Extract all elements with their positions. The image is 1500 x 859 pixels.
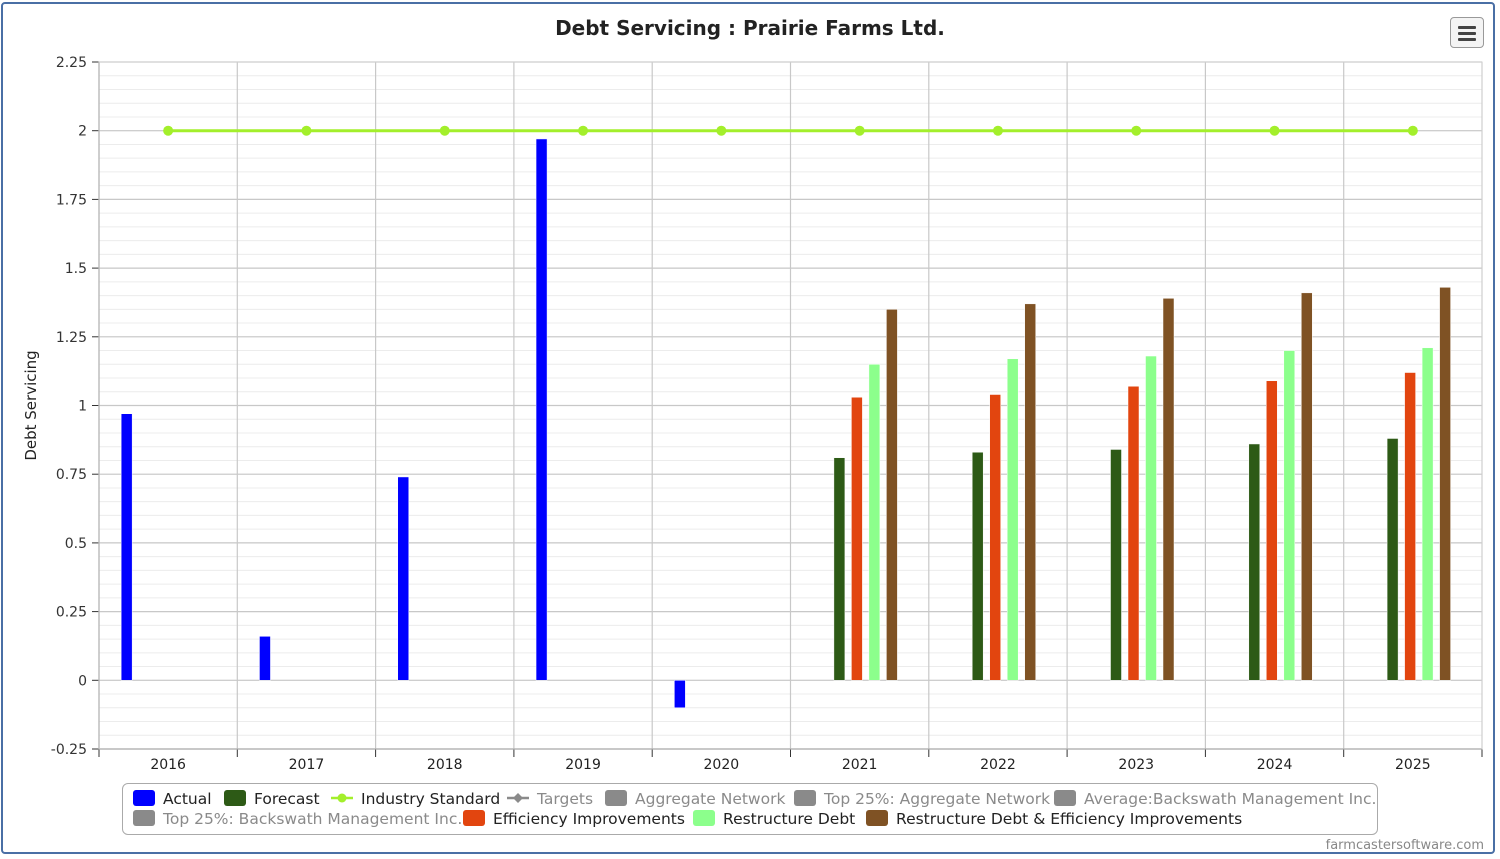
y-tick-label: -0.25 <box>51 742 87 758</box>
bar-restructure-debt-efficiency-improvements <box>1162 298 1175 681</box>
legend-swatch <box>1054 790 1076 806</box>
chart-title: Debt Servicing : Prairie Farms Ltd. <box>555 16 945 40</box>
industry-standard-point <box>1131 125 1142 136</box>
industry-standard-point <box>854 125 865 136</box>
bar-actual <box>674 680 686 709</box>
bar-restructure-debt <box>1283 350 1296 681</box>
legend-item-targets[interactable]: Targets <box>507 790 593 808</box>
legend-item-efficiency-improvements[interactable]: Efficiency Improvements <box>463 810 685 828</box>
legend-item-restructure-debt-efficiency[interactable]: Restructure Debt & Efficiency Improvemen… <box>866 810 1242 828</box>
legend-label: Actual <box>163 790 212 808</box>
y-tick-label: 0.25 <box>56 605 87 621</box>
legend-item-top25-backswath[interactable]: Top 25%: Backswath Management Inc. <box>133 810 462 828</box>
legend-swatch <box>794 790 816 806</box>
x-tick-label: 2016 <box>150 757 186 773</box>
x-tick-label: 2025 <box>1395 757 1431 773</box>
bar-restructure-debt-efficiency-improvements <box>1301 292 1313 681</box>
legend-item-average-backswath[interactable]: Average:Backswath Management Inc. <box>1054 790 1376 808</box>
legend-swatch <box>133 790 155 806</box>
bar-restructure-debt-efficiency-improvements <box>886 309 898 681</box>
y-tick-label: 0 <box>78 673 87 689</box>
x-tick-label: 2019 <box>565 757 601 773</box>
industry-standard-point <box>301 125 312 136</box>
bar-actual <box>120 413 133 681</box>
legend-label: Efficiency Improvements <box>493 810 685 828</box>
bar-actual <box>259 636 271 681</box>
legend-label: Industry Standard <box>361 790 501 808</box>
x-tick-label: 2017 <box>289 757 325 773</box>
legend-label: Top 25%: Aggregate Network <box>824 790 1051 808</box>
x-tick-label: 2020 <box>704 757 740 773</box>
bar-forecast <box>833 457 846 681</box>
plot-border <box>98 61 1483 750</box>
legend-item-restructure-debt[interactable]: Restructure Debt <box>693 810 855 828</box>
bar-efficiency-improvements <box>851 397 863 681</box>
industry-standard-point <box>1407 125 1418 136</box>
legend-swatch <box>133 810 155 826</box>
legend-label: Forecast <box>254 790 320 808</box>
bar-forecast <box>1386 438 1399 681</box>
x-tick-label: 2023 <box>1118 757 1154 773</box>
bar-restructure-debt <box>868 364 881 681</box>
legend-item-aggregate-network[interactable]: Aggregate Network <box>605 790 785 808</box>
credit-link[interactable]: farmcastersoftware.com <box>1325 838 1484 853</box>
y-tick-label: 1.25 <box>56 330 87 346</box>
bar-efficiency-improvements <box>1127 386 1140 681</box>
bar-restructure-debt-efficiency-improvements <box>1439 287 1451 681</box>
bar-forecast <box>971 451 984 681</box>
industry-standard-point <box>992 125 1003 136</box>
y-tick-label: 2.25 <box>56 55 87 71</box>
legend-swatch <box>866 810 888 826</box>
bar-restructure-debt <box>1145 355 1157 681</box>
y-tick-label: 1.75 <box>56 192 87 208</box>
legend-swatch <box>224 790 246 806</box>
y-axis-label: Debt Servicing <box>22 350 40 460</box>
bar-actual <box>535 138 548 681</box>
hamburger-menu-icon[interactable] <box>1450 17 1484 48</box>
industry-standard-point <box>1269 125 1280 136</box>
legend-item-actual[interactable]: Actual <box>133 790 212 808</box>
x-tick-label: 2024 <box>1257 757 1293 773</box>
y-tick-label: 2 <box>78 124 87 140</box>
industry-standard-point <box>439 125 450 136</box>
legend-label: Aggregate Network <box>635 790 786 808</box>
x-tick-label: 2022 <box>980 757 1016 773</box>
y-tick-label: 1.5 <box>65 261 87 277</box>
y-tick-label: 1 <box>78 399 87 415</box>
bar-restructure-debt-efficiency-improvements <box>1024 303 1036 681</box>
x-tick-label: 2021 <box>842 757 878 773</box>
bar-restructure-debt <box>1421 347 1434 681</box>
y-tick-label: 0.75 <box>56 467 87 483</box>
legend-item-forecast[interactable]: Forecast <box>224 790 320 808</box>
legend-label: Top 25%: Backswath Management Inc. <box>163 810 463 828</box>
bar-forecast <box>1248 443 1261 681</box>
line-dot-icon <box>331 790 353 806</box>
legend-item-top25-aggregate-network[interactable]: Top 25%: Aggregate Network <box>794 790 1050 808</box>
legend-label: Average:Backswath Management Inc. <box>1084 790 1377 808</box>
bar-forecast <box>1110 449 1122 681</box>
x-tick-label: 2018 <box>427 757 463 773</box>
legend-item-industry-standard[interactable]: Industry Standard <box>331 790 500 808</box>
legend-label: Restructure Debt <box>723 810 856 828</box>
bar-efficiency-improvements <box>1404 372 1416 681</box>
bar-restructure-debt <box>1006 358 1019 681</box>
bar-efficiency-improvements <box>989 394 1001 681</box>
legend-swatch <box>463 810 485 826</box>
legend-label: Targets <box>537 790 594 808</box>
legend-label: Restructure Debt & Efficiency Improvemen… <box>896 810 1243 828</box>
legend: Actual Forecast Industry Standard Target… <box>122 783 1378 835</box>
industry-standard-point <box>163 125 174 136</box>
line-diamond-icon <box>507 790 529 806</box>
industry-standard-point <box>716 125 727 136</box>
legend-swatch <box>605 790 627 806</box>
bar-actual <box>397 476 410 681</box>
y-tick-label: 0.5 <box>65 536 87 552</box>
bar-efficiency-improvements <box>1266 380 1278 681</box>
industry-standard-point <box>578 125 589 136</box>
legend-swatch <box>693 810 715 826</box>
